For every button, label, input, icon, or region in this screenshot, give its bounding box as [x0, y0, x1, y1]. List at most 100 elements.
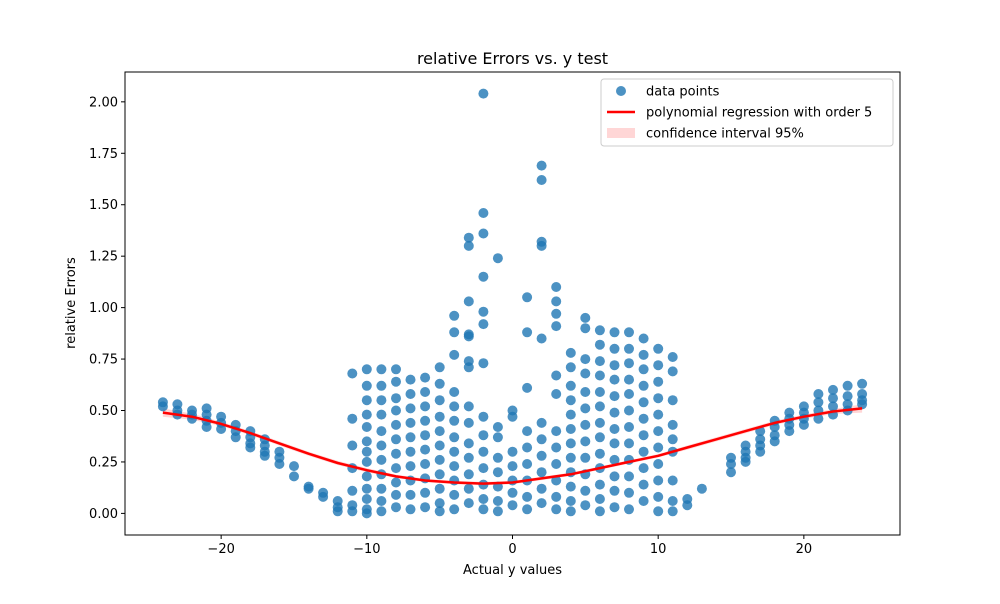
data-point [361, 446, 372, 457]
data-point [594, 356, 605, 367]
data-point [667, 506, 678, 517]
data-point [376, 426, 387, 437]
data-point [594, 370, 605, 381]
data-point [667, 496, 678, 506]
data-point [536, 467, 547, 478]
data-point [522, 442, 533, 453]
data-point [463, 232, 474, 243]
data-point [536, 160, 547, 171]
data-point [638, 479, 649, 490]
data-point [580, 323, 591, 334]
data-point [565, 395, 576, 406]
legend-band-icon [607, 128, 635, 138]
data-point [594, 401, 605, 412]
data-point [726, 459, 736, 469]
data-point [478, 463, 489, 474]
data-point [361, 422, 372, 432]
data-point [594, 417, 605, 428]
data-point [463, 331, 474, 342]
data-point [434, 498, 445, 509]
data-point [638, 446, 649, 457]
data-point [638, 496, 649, 506]
data-point [376, 506, 387, 517]
data-point [536, 240, 547, 251]
data-point [478, 271, 489, 282]
data-point [624, 358, 634, 369]
data-point [755, 446, 766, 457]
data-point [536, 175, 547, 185]
data-point [391, 376, 401, 387]
data-point [347, 368, 358, 379]
data-point [492, 422, 503, 432]
data-point [842, 380, 853, 391]
data-point [289, 471, 299, 482]
data-point [638, 333, 649, 344]
scatter-points-layer [157, 88, 868, 519]
data-point [609, 438, 620, 449]
data-point [434, 454, 445, 465]
data-point [726, 467, 736, 478]
data-point [376, 496, 387, 506]
y-tick-label: 0.00 [89, 507, 118, 522]
data-point [245, 442, 256, 453]
data-point [449, 489, 460, 500]
data-point [507, 487, 518, 498]
data-point [463, 469, 474, 480]
data-point [420, 372, 431, 383]
data-point [551, 308, 562, 319]
data-point [405, 461, 416, 472]
data-point [624, 422, 634, 432]
data-point [624, 405, 634, 416]
data-point [609, 485, 620, 496]
data-point [361, 471, 372, 482]
data-point [449, 327, 460, 338]
data-point [551, 442, 562, 453]
data-point [507, 411, 518, 422]
data-point [580, 354, 591, 365]
data-point [492, 496, 503, 506]
legend-box [600, 78, 894, 147]
data-point [522, 327, 533, 338]
data-point [478, 446, 489, 457]
data-point [420, 401, 431, 412]
y-tick-label: 1.50 [89, 198, 118, 213]
data-point [289, 461, 299, 472]
data-point [449, 310, 460, 321]
data-point [624, 487, 634, 498]
data-point [230, 432, 241, 443]
data-point [653, 393, 664, 404]
data-point [653, 459, 664, 469]
data-point [536, 498, 547, 509]
x-tick-label: 0 [508, 542, 516, 557]
data-point [580, 452, 591, 463]
data-point [667, 366, 678, 377]
data-point [405, 489, 416, 500]
data-point [580, 403, 591, 414]
data-point [682, 500, 693, 511]
data-point [463, 483, 474, 494]
data-point [522, 504, 533, 515]
data-point [580, 500, 591, 511]
data-point [551, 321, 562, 332]
data-point [609, 454, 620, 465]
legend-marker-icon [616, 86, 626, 96]
data-point [361, 508, 372, 519]
data-point [376, 364, 387, 375]
data-point [536, 483, 547, 494]
data-point [507, 461, 518, 472]
data-point [580, 436, 591, 447]
data-point [609, 374, 620, 385]
data-point [347, 440, 358, 451]
data-point [434, 426, 445, 437]
data-point [405, 389, 416, 399]
data-point [594, 432, 605, 443]
data-point [507, 475, 518, 486]
data-point [653, 376, 664, 387]
data-point [391, 477, 401, 488]
data-point [813, 397, 824, 408]
data-point [391, 405, 401, 416]
data-point [580, 312, 591, 323]
data-point [376, 483, 387, 494]
data-point [653, 506, 664, 517]
